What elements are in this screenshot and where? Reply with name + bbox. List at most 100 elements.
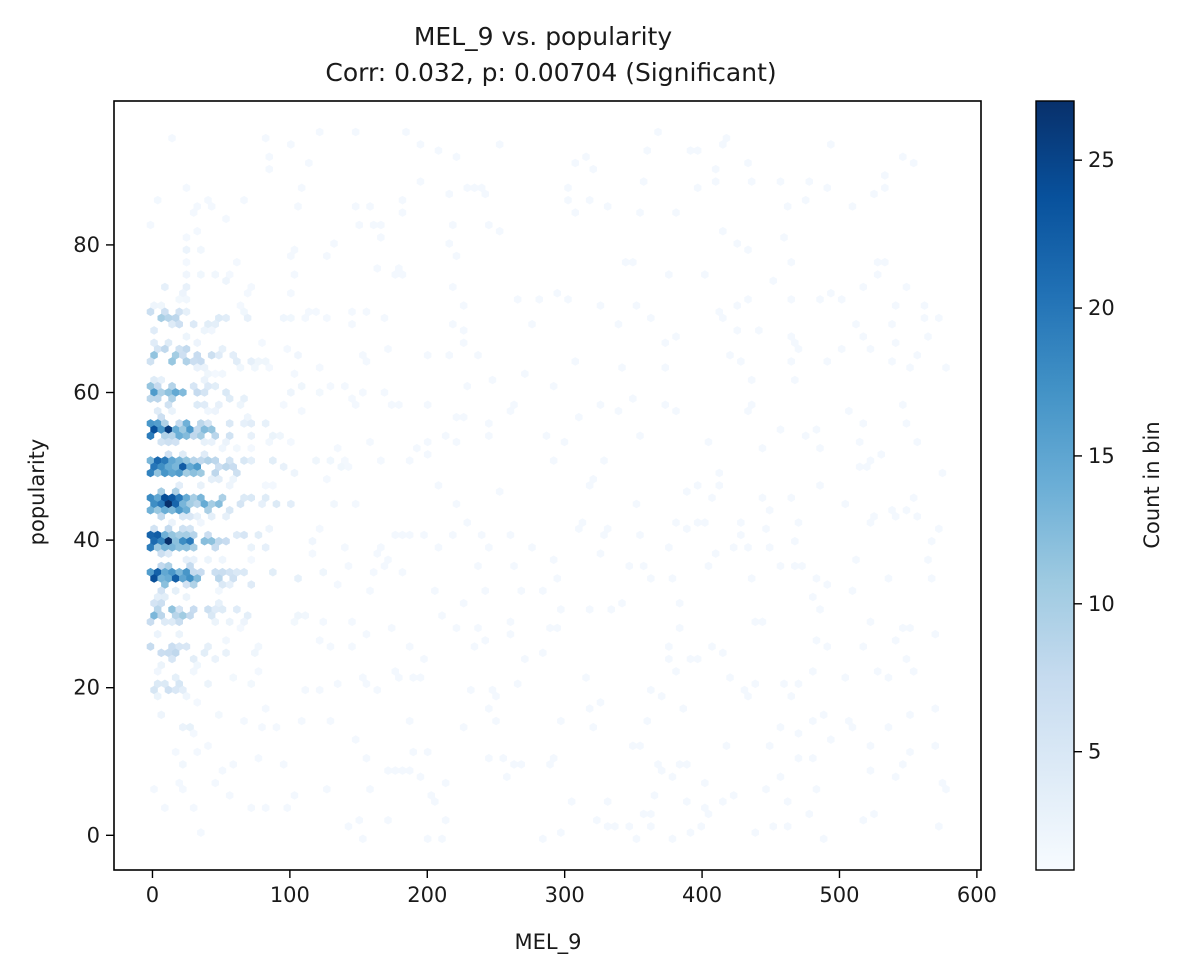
hexbin-cell <box>168 642 176 651</box>
hexbin-cell <box>744 691 752 701</box>
hexbin-cell <box>179 388 187 397</box>
hexbin-cell <box>247 493 255 503</box>
hexbin-cell <box>153 605 162 614</box>
hexbin-cell <box>931 629 939 639</box>
hexbin-cell <box>204 642 212 651</box>
hexbin-cell <box>747 400 756 410</box>
hexbin-cell <box>229 462 237 472</box>
x-axis-label: MEL_9 <box>515 930 582 955</box>
hexbin-cell <box>344 561 353 571</box>
hexbin-cell <box>236 301 245 310</box>
hexbin-cell <box>200 450 209 459</box>
x-tick-label: 200 <box>407 883 447 907</box>
hexbin-cell <box>243 412 252 422</box>
hexbin-cell <box>204 456 212 465</box>
hexbin-cell <box>557 605 565 614</box>
hexbin-cell <box>175 642 183 651</box>
hexbin-cell <box>398 530 407 540</box>
hexbin-cell <box>632 499 641 509</box>
hexbin-cell <box>222 648 230 658</box>
hexbin-cell <box>765 741 774 751</box>
hexbin-cell <box>171 487 180 496</box>
hexbin-cell <box>182 530 191 540</box>
hexbin-cell <box>474 350 482 360</box>
hexbin-cell <box>182 580 191 589</box>
hexbin-cell <box>204 195 212 205</box>
hexbin-cell <box>585 195 594 205</box>
hexbin-cell <box>585 605 594 614</box>
hexbin-cell <box>441 778 450 788</box>
hexbin-cell <box>150 611 158 620</box>
hexbin-cell <box>423 350 432 360</box>
hexbin-cell <box>409 673 417 682</box>
hexbin-cell <box>229 760 237 769</box>
hexbin-cell <box>247 456 255 465</box>
hexbin-cell <box>546 760 554 769</box>
hexbin-cell <box>485 220 493 230</box>
hexbin-cell <box>780 679 788 689</box>
hexbin-cell <box>452 251 461 261</box>
hexbin-cell <box>218 493 227 503</box>
hexbin-cell <box>636 530 644 540</box>
hexbin-cell <box>423 437 432 447</box>
hexbin-cell <box>204 530 212 540</box>
hexbin-cell <box>200 388 209 397</box>
hexbin-cell <box>161 543 169 552</box>
hexbin-cell <box>517 586 525 596</box>
hexbin-cell <box>168 431 176 441</box>
hexbin-cell <box>312 456 320 465</box>
hexbin-cell <box>225 617 234 627</box>
hexbin-cell <box>805 177 813 186</box>
hexbin-cell <box>553 288 561 298</box>
hexbin-cell <box>229 474 237 484</box>
hexbin-cell <box>679 704 687 713</box>
hexbin-cell <box>441 431 450 441</box>
hexbin-cell <box>629 394 637 403</box>
hexbin-cell <box>726 350 734 360</box>
hexbin-cell <box>362 753 371 763</box>
hexbin-cell <box>218 580 227 589</box>
hexbin-cell <box>146 642 155 651</box>
hexbin-cell <box>182 357 191 366</box>
hexbin-cell <box>366 784 374 794</box>
hexbin-cell <box>258 338 266 348</box>
hexbin-cell <box>290 791 299 800</box>
hexbin-cell <box>935 524 943 534</box>
hexbin-cell <box>179 611 187 620</box>
hexbin-cell <box>290 468 299 478</box>
hexbin-cell <box>197 567 205 577</box>
hexbin-cell <box>171 350 180 360</box>
hexbin-cell <box>495 226 504 236</box>
hexbin-cell <box>647 685 655 695</box>
hexbin-cell <box>168 456 176 465</box>
hexbin-cell <box>150 784 158 794</box>
hexbin-cell <box>333 443 342 453</box>
hexbin-cell <box>175 493 183 503</box>
hexbin-cell <box>157 412 165 422</box>
hexbin-cell <box>146 567 155 577</box>
hexbin-cell <box>672 208 680 217</box>
hexbin-cell <box>924 555 932 565</box>
hexbin-cell <box>233 257 241 267</box>
hexbin-cell <box>204 679 212 689</box>
hexbin-cell <box>215 462 223 472</box>
hexbin-cell <box>546 623 554 633</box>
hexbin-cell <box>330 499 338 509</box>
hexbin-cell <box>218 369 227 379</box>
hexbin-cell <box>153 381 162 391</box>
hexbin-cell <box>463 183 471 193</box>
hexbin-cell <box>672 518 680 527</box>
hexbin-cell <box>287 388 295 397</box>
hexbin-cell <box>157 536 165 546</box>
hexbin-cell <box>395 673 403 682</box>
hexbin-cell <box>449 282 457 292</box>
hexbin-cell <box>164 499 173 509</box>
hexbin-cell <box>787 691 795 701</box>
hexbin-cell <box>891 338 900 348</box>
hexbin-cell <box>153 691 162 701</box>
hexbin-cell <box>193 462 201 472</box>
hexbin-cell <box>171 611 180 620</box>
hexbin-cell <box>204 406 212 416</box>
hexbin-cell <box>765 543 774 552</box>
hexbin-cell <box>179 784 187 794</box>
